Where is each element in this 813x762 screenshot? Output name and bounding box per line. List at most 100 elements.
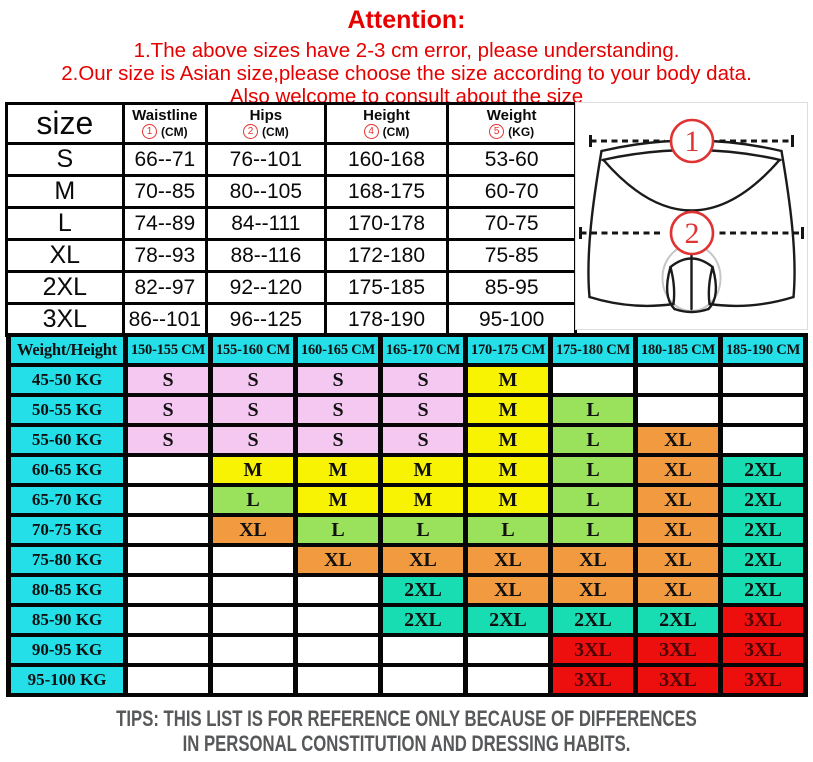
matrix-col-header: 180-185 CM	[638, 337, 718, 363]
matrix-cell	[298, 637, 378, 663]
matrix-cell	[213, 637, 293, 663]
matrix-cell	[638, 397, 718, 423]
matrix-cell	[128, 607, 208, 633]
matrix-cell	[213, 667, 293, 693]
waistline-cell: 74--89	[121, 206, 209, 241]
tips-section: TIPS: THIS LIST IS FOR REFERENCE ONLY BE…	[98, 706, 716, 756]
height-cell: 168-175	[323, 174, 450, 209]
matrix-cell	[383, 637, 463, 663]
matrix-row: 65-70 KG L M M M L XL 2XL	[11, 487, 803, 513]
matrix-cell: L	[298, 517, 378, 543]
matrix-row: 75-80 KG XL XL XL XL XL 2XL	[11, 547, 803, 573]
matrix-cell	[213, 547, 293, 573]
matrix-cell	[468, 637, 548, 663]
matrix-cell: M	[468, 427, 548, 453]
hips-mark-circle	[669, 210, 715, 256]
matrix-cell: S	[213, 397, 293, 423]
matrix-cell: 2XL	[383, 577, 463, 603]
matrix-cell: XL	[298, 547, 378, 573]
shorts-diagram: 1 2	[575, 102, 808, 330]
matrix-cell	[298, 667, 378, 693]
waist-measure-ticks	[589, 135, 794, 147]
matrix-corner-cell: Weight/Height	[11, 337, 123, 363]
size-column-sub: 4 (CM)	[327, 124, 447, 139]
matrix-cell	[383, 667, 463, 693]
matrix-cell: S	[128, 367, 208, 393]
matrix-cell: 2XL	[723, 547, 803, 573]
matrix-cell: S	[213, 367, 293, 393]
hips-cell: 96--125	[205, 302, 327, 337]
weight-cell: 95-100	[446, 302, 577, 337]
matrix-row: 80-85 KG 2XL XL XL XL 2XL	[11, 577, 803, 603]
matrix-row: 50-55 KG S S S S M L	[11, 397, 803, 423]
matrix-cell: 2XL	[553, 607, 633, 633]
matrix-row: 60-65 KG M M M M L XL 2XL	[11, 457, 803, 483]
size-column-unit: (CM)	[161, 124, 188, 139]
matrix-cell: M	[298, 457, 378, 483]
matrix-row-header: 65-70 KG	[11, 487, 123, 513]
matrix-cell: M	[468, 457, 548, 483]
size-table-title-cell: size	[5, 102, 125, 145]
matrix-cell: XL	[638, 487, 718, 513]
height-cell: 170-178	[323, 206, 450, 241]
matrix-cell: M	[383, 487, 463, 513]
matrix-cell: 2XL	[383, 607, 463, 633]
hips-cell: 92--120	[205, 270, 327, 305]
matrix-cell	[298, 607, 378, 633]
height-cell: 175-185	[323, 270, 450, 305]
matrix-cell: 2XL	[723, 457, 803, 483]
matrix-cell	[723, 397, 803, 423]
matrix-cell: S	[128, 397, 208, 423]
circled-number-mark: 1	[142, 124, 157, 139]
hips-cell: 76--101	[205, 142, 327, 177]
hips-cell: 80--105	[205, 174, 327, 209]
size-column-unit: (CM)	[382, 124, 410, 139]
matrix-cell: M	[383, 457, 463, 483]
size-table-header-row: size Waistline 1 (CM) Hips 2 (CM) Height 4 (CM) We…	[5, 102, 577, 145]
height-cell: 172-180	[323, 238, 450, 273]
matrix-cell	[213, 577, 293, 603]
size-column-sub: 5 (KG)	[449, 124, 574, 139]
matrix-cell: M	[468, 367, 548, 393]
matrix-cell: L	[553, 517, 633, 543]
matrix-col-header: 150-155 CM	[128, 337, 208, 363]
matrix-cell: L	[553, 457, 633, 483]
matrix-row-header: 75-80 KG	[11, 547, 123, 573]
matrix-cell	[128, 667, 208, 693]
matrix-header-row: Weight/Height 150-155 CM 155-160 CM 160-165…	[11, 337, 803, 363]
matrix-cell: 3XL	[638, 637, 718, 663]
upper-section: size Waistline 1 (CM) Hips 2 (CM) Height 4 (CM) We…	[5, 102, 808, 337]
matrix-body: Weight/Height 150-155 CM 155-160 CM 160-165…	[11, 337, 803, 693]
matrix-col-header: 155-160 CM	[213, 337, 293, 363]
matrix-row-header: 60-65 KG	[11, 457, 123, 483]
attention-title: Attention:	[347, 6, 466, 34]
matrix-cell	[128, 577, 208, 603]
matrix-col-header: 160-165 CM	[298, 337, 378, 363]
matrix-cell	[128, 457, 208, 483]
height-cell: 178-190	[323, 302, 450, 337]
size-table-header-cell: Waistline 1 (CM)	[121, 102, 209, 145]
matrix-col-header: 165-170 CM	[383, 337, 463, 363]
waistline-cell: 86--101	[121, 302, 209, 337]
weight-cell: 60-70	[446, 174, 577, 209]
matrix-cell	[128, 517, 208, 543]
attention-line-2: 2.Our size is Asian size,please choose t…	[61, 62, 752, 85]
matrix-cell: 3XL	[723, 637, 803, 663]
matrix-cell	[213, 607, 293, 633]
weight-cell: 70-75	[446, 206, 577, 241]
matrix-cell	[128, 487, 208, 513]
size-table-row: 3XL 86--101 96--125 178-190 95-100	[5, 302, 577, 337]
matrix-cell: 2XL	[468, 607, 548, 633]
tips-line-2: IN PERSONAL CONSTITUTION AND DRESSING HA…	[182, 731, 631, 756]
matrix-cell: M	[213, 457, 293, 483]
size-table-header-cell: Hips 2 (CM)	[205, 102, 327, 145]
size-column-label: Waistline	[132, 107, 198, 124]
attention-line-3: Also welcome to consult about the size	[229, 85, 584, 108]
matrix-row: 55-60 KG S S S S M L XL	[11, 427, 803, 453]
matrix-row-header: 70-75 KG	[11, 517, 123, 543]
size-column-sub: 2 (CM)	[208, 124, 324, 139]
attention-line-1: 1.The above sizes have 2-3 cm error, ple…	[133, 39, 680, 62]
matrix-row: 45-50 KG S S S S M	[11, 367, 803, 393]
matrix-cell: XL	[638, 427, 718, 453]
